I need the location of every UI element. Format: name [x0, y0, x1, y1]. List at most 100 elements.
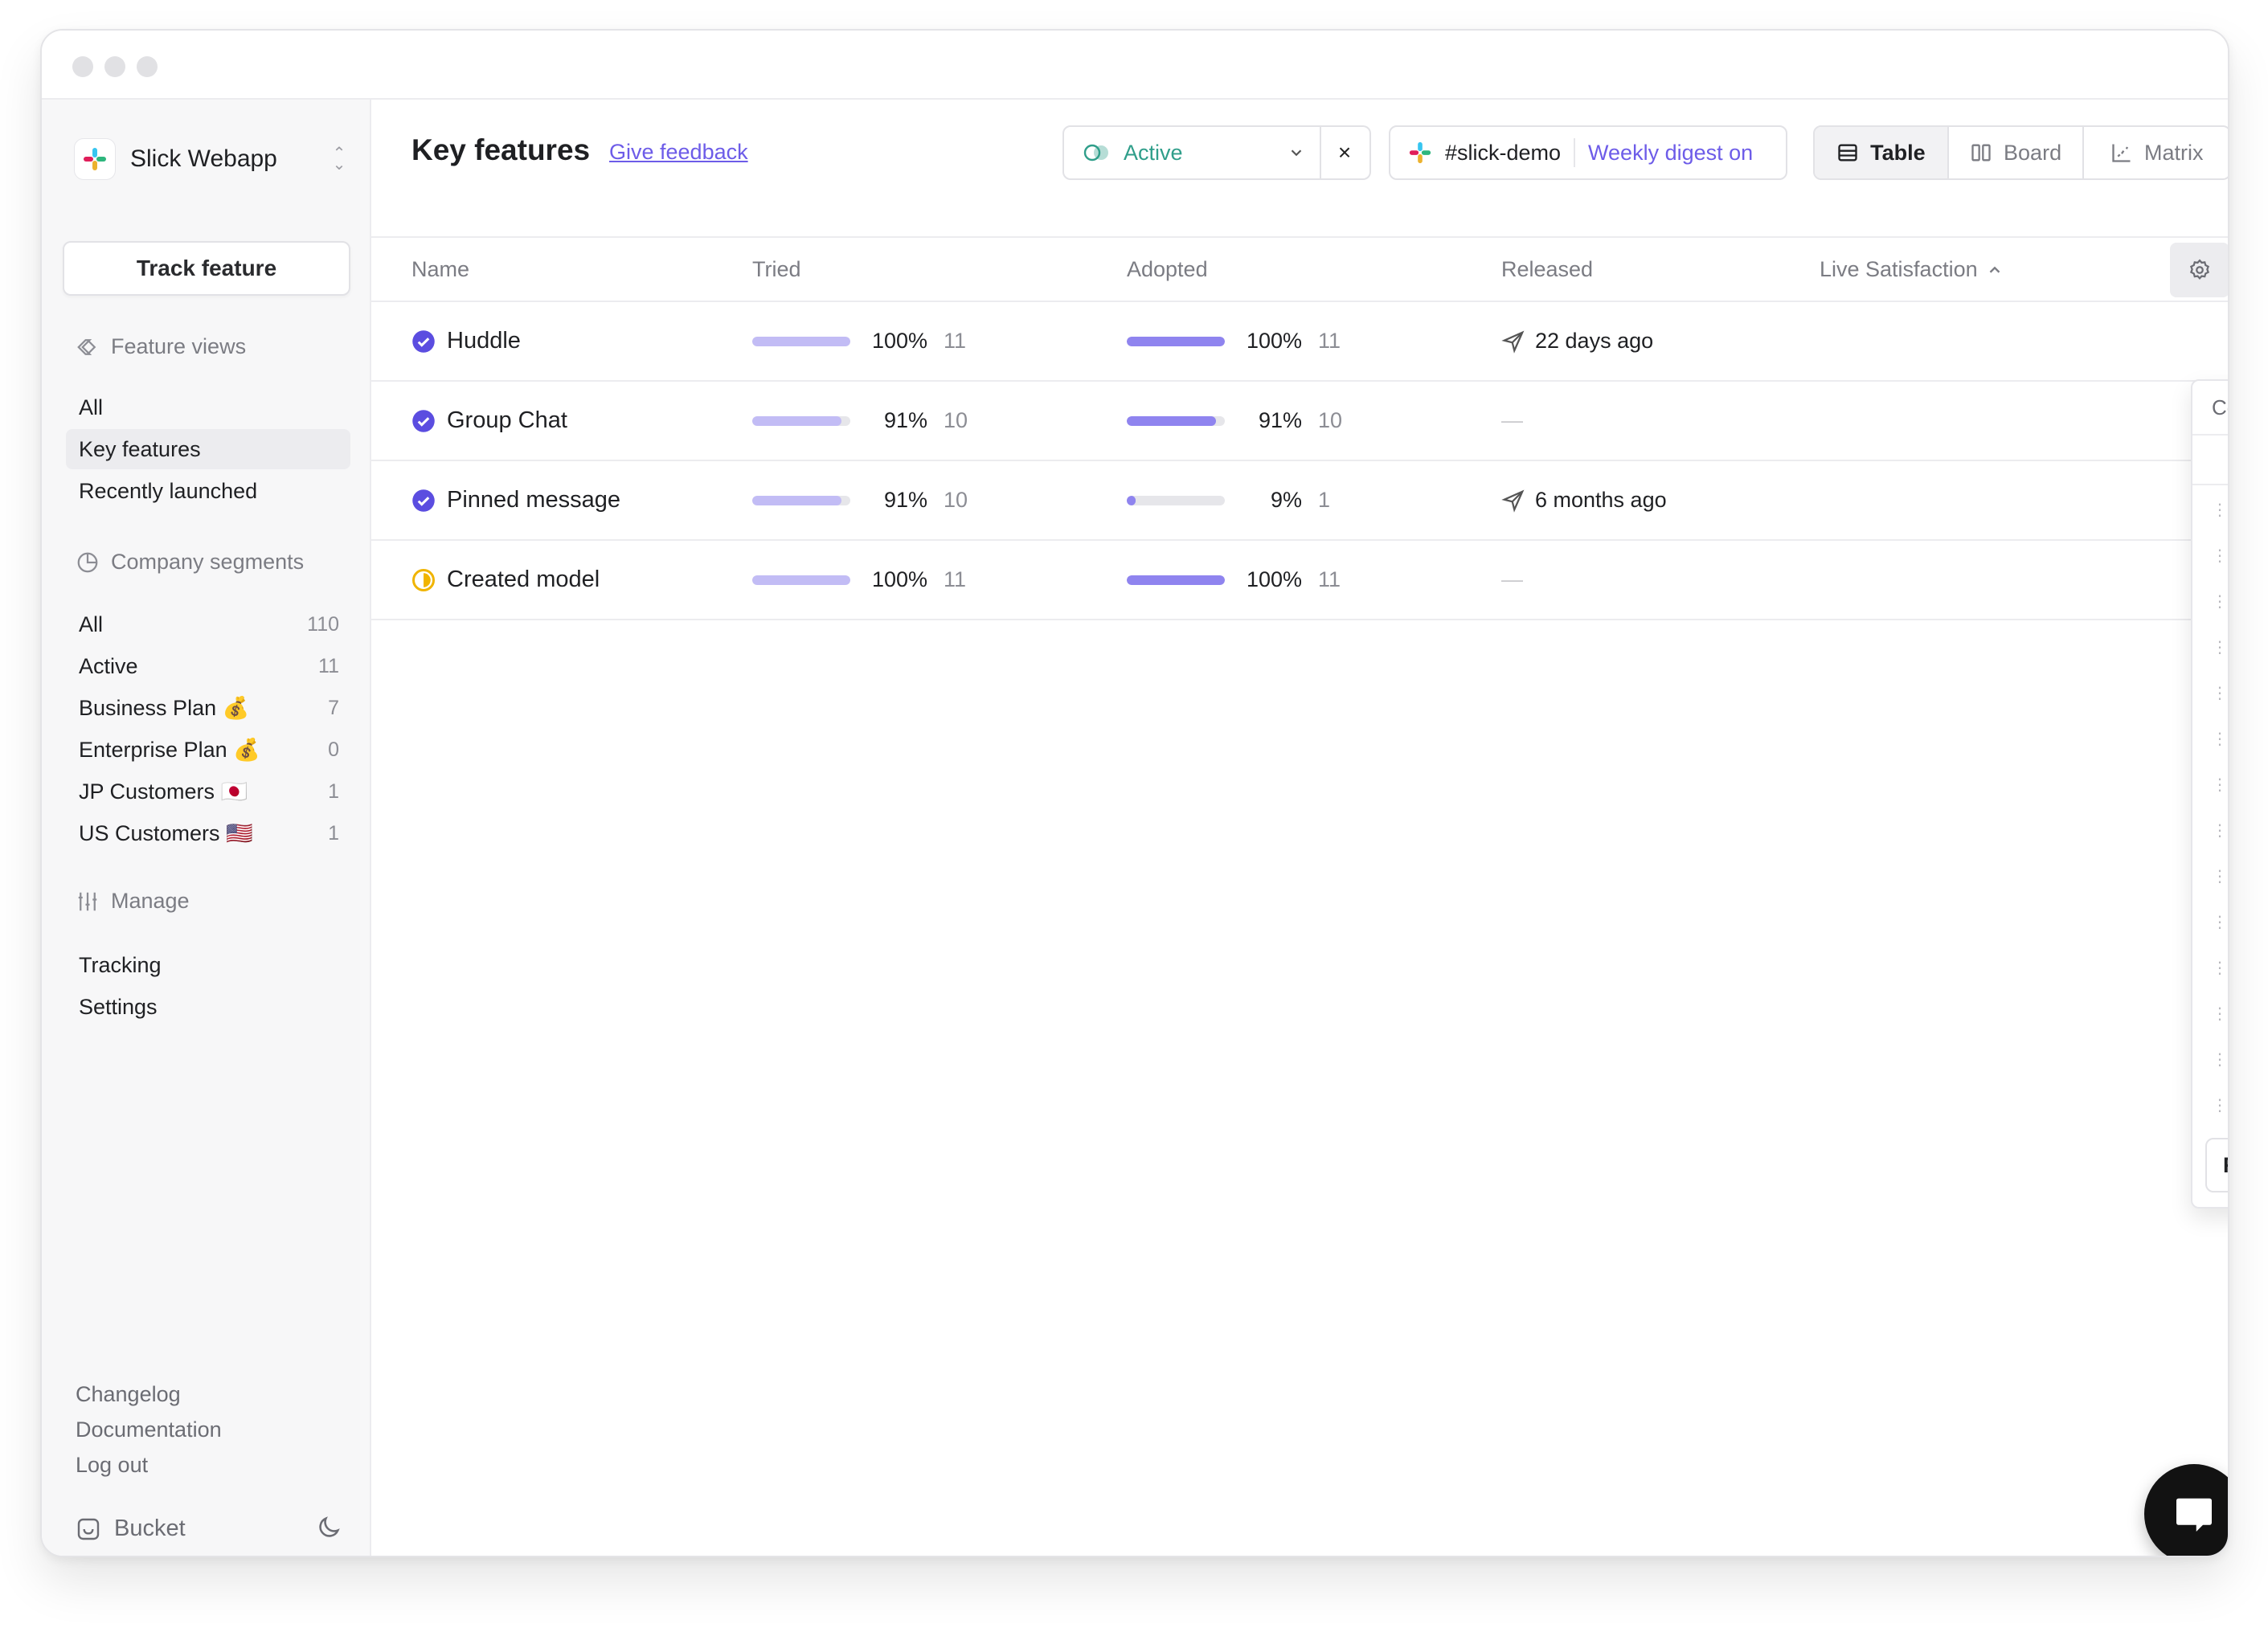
tab-matrix[interactable]: Matrix [2084, 127, 2228, 178]
segment-us-customers[interactable]: US Customers 🇺🇸 1 [79, 821, 339, 845]
manage-heading: Manage [76, 889, 190, 914]
column-header-tried[interactable]: Tried [752, 257, 801, 281]
view-switcher: Table Board Matrix [1813, 125, 2228, 180]
released-cell: — [1501, 382, 1523, 460]
column-option-satisfaction-rate[interactable]: ⋮⋮Satisfaction rate [2192, 762, 2228, 807]
adopted-progress-bar [1127, 495, 1225, 505]
segment-business-plan[interactable]: Business Plan 💰 7 [79, 696, 339, 720]
released-date: 6 months ago [1535, 488, 1667, 512]
reset-columns-button[interactable]: Reset columns [2205, 1138, 2228, 1192]
column-option-segment[interactable]: ⋮⋮Segment [2192, 945, 2228, 990]
adopted-count: 11 [1318, 567, 1341, 591]
table-row[interactable]: Group Chat 91% 10 91% 10 — [371, 382, 2228, 461]
table-row[interactable]: Created model 100% 11 100% 11 — [371, 541, 2228, 620]
tried-percent: 91% [883, 488, 927, 512]
give-feedback-link[interactable]: Give feedback [609, 140, 748, 164]
window-minimize-dot[interactable] [104, 56, 125, 77]
column-option-live-satisfaction[interactable]: ⋮⋮Live Satisfaction [2192, 1037, 2228, 1082]
drag-handle-icon[interactable]: ⋮⋮ [2212, 913, 2228, 931]
logout-link[interactable]: Log out [76, 1453, 149, 1477]
segment-toggle-icon [1083, 144, 1108, 162]
column-option-retention-rate[interactable]: ⋮⋮Retention rate [2192, 716, 2228, 761]
tried-percent: 100% [871, 329, 927, 353]
dark-mode-toggle-icon[interactable] [315, 1514, 342, 1545]
track-feature-button[interactable]: Track feature [63, 241, 350, 296]
sliders-icon [78, 892, 97, 910]
manage-settings[interactable]: Settings [79, 994, 158, 1019]
column-option-adoption-rate[interactable]: ⋮⋮Adoption rate [2192, 670, 2228, 715]
drag-handle-icon[interactable]: ⋮⋮ [2212, 1004, 2228, 1023]
column-header-name[interactable]: Name [411, 257, 470, 281]
feature-view-key-features[interactable]: Key features [66, 429, 350, 469]
feature-name: Created model [447, 567, 600, 592]
column-option-released[interactable]: ⋮⋮Released [2192, 899, 2228, 944]
drag-handle-icon[interactable]: ⋮⋮ [2212, 501, 2228, 519]
main-content: Key features Give feedback Active × #sli… [371, 100, 2228, 1556]
drag-handle-icon[interactable]: ⋮⋮ [2212, 638, 2228, 657]
segment-jp-customers[interactable]: JP Customers 🇯🇵 1 [79, 779, 339, 804]
slack-digest-button[interactable]: #slick-demo Weekly digest on [1389, 125, 1787, 180]
drag-handle-icon[interactable]: ⋮⋮ [2212, 959, 2228, 977]
app-switcher[interactable]: Slick Webapp ⌃ ⌄ [74, 135, 347, 183]
tried-cell: 91% 10 [752, 461, 968, 539]
feature-name-cell[interactable]: Huddle [411, 302, 521, 380]
divider [2192, 434, 2228, 436]
adopted-count: 11 [1318, 329, 1341, 353]
feature-name-cell[interactable]: Pinned message [411, 461, 620, 539]
column-header-released[interactable]: Released [1501, 257, 1594, 281]
column-option-slack-reports[interactable]: ⋮⋮Slack reports [2192, 1082, 2228, 1127]
feature-name-cell[interactable]: Created model [411, 541, 600, 619]
drag-handle-icon[interactable]: ⋮⋮ [2212, 546, 2228, 565]
segment-active[interactable]: Active 11 [79, 653, 339, 678]
adopted-percent: 100% [1246, 329, 1302, 353]
drag-handle-icon[interactable]: ⋮⋮ [2212, 775, 2228, 794]
column-option-feedback[interactable]: ⋮⋮Feedback [2192, 808, 2228, 853]
drag-handle-icon[interactable]: ⋮⋮ [2212, 1050, 2228, 1069]
column-option-retained[interactable]: ⋮⋮Retained [2192, 579, 2228, 624]
tried-progress-fill [752, 575, 850, 585]
slack-icon [1409, 141, 1431, 164]
check-circle-icon [412, 329, 435, 353]
drag-handle-icon[interactable]: ⋮⋮ [2212, 1096, 2228, 1115]
documentation-link[interactable]: Documentation [76, 1417, 222, 1442]
segment-filter-select[interactable]: Active [1062, 125, 1321, 180]
changelog-link[interactable]: Changelog [76, 1382, 181, 1406]
segment-all[interactable]: All 110 [79, 612, 339, 636]
window-titlebar [42, 31, 2228, 100]
released-empty: — [1501, 408, 1523, 432]
drag-handle-icon[interactable]: ⋮⋮ [2212, 867, 2228, 886]
drag-handle-icon[interactable]: ⋮⋮ [2212, 592, 2228, 611]
column-option-tracking-source[interactable]: ⋮⋮Tracking source [2192, 991, 2228, 1036]
bucket-brand[interactable]: Bucket [76, 1516, 186, 1542]
segment-enterprise-plan[interactable]: Enterprise Plan 💰 0 [79, 738, 339, 762]
adopted-percent: 9% [1270, 488, 1302, 512]
column-header-adopted[interactable]: Adopted [1127, 257, 1208, 281]
clear-filter-button[interactable]: × [1320, 125, 1371, 180]
table-row[interactable]: Huddle 100% 11 100% 11 22 days ago [371, 302, 2228, 382]
feature-name-cell[interactable]: Group Chat [411, 382, 567, 460]
window-maximize-dot[interactable] [137, 56, 158, 77]
feature-view-all[interactable]: All [79, 395, 104, 419]
column-option-adopted[interactable]: ⋮⋮Adopted [2192, 533, 2228, 578]
tab-board[interactable]: Board [1949, 127, 2085, 178]
tab-table[interactable]: Table [1815, 127, 1949, 178]
chat-bubble-icon [2176, 1498, 2212, 1532]
column-option-tried[interactable]: ⋮⋮Tried [2192, 487, 2228, 532]
column-option-frequency[interactable]: ⋮⋮Frequency [2192, 853, 2228, 898]
columns-menu: Columns to show in the table: Name⋮⋮Trie… [2191, 379, 2228, 1209]
adopted-percent: 100% [1246, 567, 1302, 591]
table-row[interactable]: Pinned message 91% 10 9% 1 6 months ago [371, 461, 2228, 541]
drag-handle-icon[interactable]: ⋮⋮ [2212, 821, 2228, 840]
column-settings-button[interactable] [2170, 243, 2228, 297]
manage-tracking[interactable]: Tracking [79, 952, 162, 977]
column-header-live-satisfaction[interactable]: Live Satisfaction [1820, 257, 2004, 282]
released-date: 22 days ago [1535, 329, 1654, 353]
check-circle-icon [412, 489, 435, 512]
window-close-dot[interactable] [72, 56, 93, 77]
chat-support-button[interactable] [2144, 1464, 2228, 1556]
feature-name: Pinned message [447, 487, 621, 513]
column-option-satisfied[interactable]: ⋮⋮Satisfied [2192, 624, 2228, 669]
feature-view-recently-launched[interactable]: Recently launched [79, 478, 258, 503]
drag-handle-icon[interactable]: ⋮⋮ [2212, 684, 2228, 702]
drag-handle-icon[interactable]: ⋮⋮ [2212, 730, 2228, 748]
